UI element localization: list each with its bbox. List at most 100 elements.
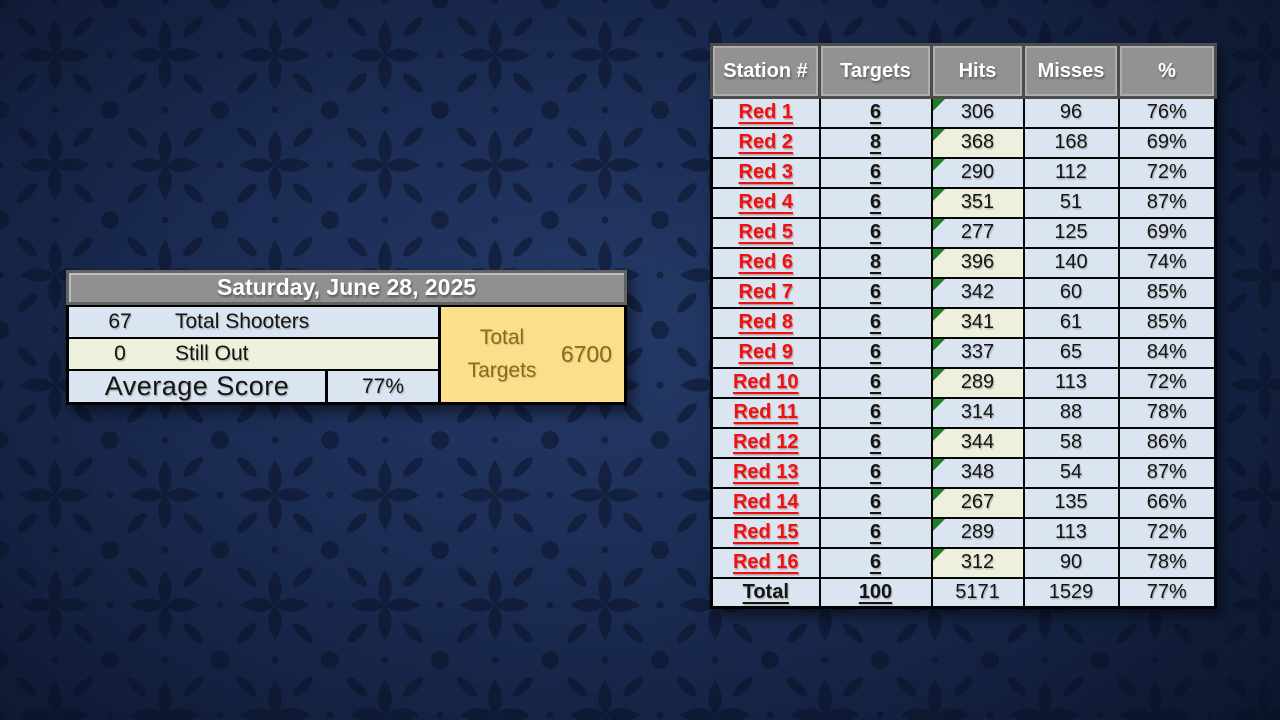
table-row: Red 2 8 368 168 69% xyxy=(710,126,1217,159)
table-row: Red 4 6 351 51 87% xyxy=(710,186,1217,219)
targets-cell: 6 xyxy=(818,186,933,219)
hits-cell: 348 xyxy=(930,456,1025,489)
targets-cell: 6 xyxy=(818,306,933,339)
still-out-row: 0 Still Out xyxy=(69,339,438,371)
misses-cell: 140 xyxy=(1022,246,1120,279)
table-row: Red 1 6 306 96 76% xyxy=(710,96,1217,129)
header-percent: % xyxy=(1117,43,1217,99)
station-link[interactable]: Red 3 xyxy=(710,156,821,189)
misses-cell: 112 xyxy=(1022,156,1120,189)
comment-marker-icon xyxy=(932,488,945,501)
station-link[interactable]: Red 12 xyxy=(710,426,821,459)
station-link[interactable]: Red 15 xyxy=(710,516,821,549)
misses-cell: 61 xyxy=(1022,306,1120,339)
station-link[interactable]: Red 6 xyxy=(710,246,821,279)
targets-cell: 6 xyxy=(818,426,933,459)
percent-cell: 66% xyxy=(1117,486,1217,519)
misses-cell: 51 xyxy=(1022,186,1120,219)
still-out-label: Still Out xyxy=(175,342,249,365)
station-link[interactable]: Red 16 xyxy=(710,546,821,579)
total-row: Total 100 5171 1529 77% xyxy=(710,576,1217,609)
table-row: Red 5 6 277 125 69% xyxy=(710,216,1217,249)
percent-cell: 85% xyxy=(1117,276,1217,309)
hits-cell: 312 xyxy=(930,546,1025,579)
table-row: Red 9 6 337 65 84% xyxy=(710,336,1217,369)
average-score-row: Average Score 77% xyxy=(69,371,438,402)
percent-cell: 87% xyxy=(1117,456,1217,489)
station-link[interactable]: Red 9 xyxy=(710,336,821,369)
hits-value: 312 xyxy=(960,551,995,573)
hits-value: 396 xyxy=(960,251,995,273)
hits-value: 289 xyxy=(960,521,995,543)
percent-cell: 78% xyxy=(1117,546,1217,579)
percent-cell: 72% xyxy=(1117,516,1217,549)
comment-marker-icon xyxy=(932,518,945,531)
hits-cell: 306 xyxy=(930,96,1025,129)
hits-value: 341 xyxy=(960,311,995,333)
station-link[interactable]: Red 14 xyxy=(710,486,821,519)
table-row: Red 15 6 289 113 72% xyxy=(710,516,1217,549)
comment-marker-icon xyxy=(932,338,945,351)
header-targets: Targets xyxy=(818,43,933,99)
comment-marker-icon xyxy=(932,218,945,231)
percent-cell: 84% xyxy=(1117,336,1217,369)
score-table: Station # Targets Hits Misses % Red 1 6 30… xyxy=(710,43,1217,609)
station-link[interactable]: Red 7 xyxy=(710,276,821,309)
header-station: Station # xyxy=(710,43,821,99)
comment-marker-icon xyxy=(932,248,945,261)
total-shooters-row: 67 Total Shooters xyxy=(69,307,438,339)
total-station-cell: Total xyxy=(710,576,821,609)
misses-cell: 65 xyxy=(1022,336,1120,369)
targets-cell: 6 xyxy=(818,216,933,249)
date-header: Saturday, June 28, 2025 xyxy=(66,270,627,305)
hits-value: 368 xyxy=(960,131,995,153)
percent-cell: 74% xyxy=(1117,246,1217,279)
station-link[interactable]: Red 2 xyxy=(710,126,821,159)
misses-cell: 113 xyxy=(1022,366,1120,399)
comment-marker-icon xyxy=(932,398,945,411)
percent-cell: 69% xyxy=(1117,126,1217,159)
hits-cell: 351 xyxy=(930,186,1025,219)
comment-marker-icon xyxy=(932,308,945,321)
targets-cell: 6 xyxy=(818,336,933,369)
average-score-value: 77% xyxy=(325,371,438,402)
hits-value: 267 xyxy=(960,491,995,513)
hits-value: 277 xyxy=(960,221,995,243)
station-link[interactable]: Red 5 xyxy=(710,216,821,249)
table-row: Red 6 8 396 140 74% xyxy=(710,246,1217,279)
misses-cell: 90 xyxy=(1022,546,1120,579)
table-row: Red 10 6 289 113 72% xyxy=(710,366,1217,399)
hits-value: 351 xyxy=(960,191,995,213)
hits-cell: 368 xyxy=(930,126,1025,159)
station-link[interactable]: Red 4 xyxy=(710,186,821,219)
targets-cell: 6 xyxy=(818,396,933,429)
total-targets-box: Total Targets 6700 xyxy=(438,307,624,402)
summary-panel: Saturday, June 28, 2025 67 Total Shooter… xyxy=(66,270,627,405)
comment-marker-icon xyxy=(932,278,945,291)
hits-cell: 267 xyxy=(930,486,1025,519)
total-shooters-label: Total Shooters xyxy=(175,310,310,333)
station-link[interactable]: Red 1 xyxy=(710,96,821,129)
station-link[interactable]: Red 8 xyxy=(710,306,821,339)
targets-cell: 6 xyxy=(818,366,933,399)
total-targets-label: Total Targets xyxy=(467,325,537,382)
station-link[interactable]: Red 10 xyxy=(710,366,821,399)
table-row: Red 8 6 341 61 85% xyxy=(710,306,1217,339)
table-row: Red 12 6 344 58 86% xyxy=(710,426,1217,459)
hits-cell: 341 xyxy=(930,306,1025,339)
comment-marker-icon xyxy=(932,99,945,111)
targets-cell: 8 xyxy=(818,246,933,279)
station-link[interactable]: Red 13 xyxy=(710,456,821,489)
hits-value: 344 xyxy=(960,431,995,453)
table-row: Red 11 6 314 88 78% xyxy=(710,396,1217,429)
station-link[interactable]: Red 11 xyxy=(710,396,821,429)
table-row: Red 16 6 312 90 78% xyxy=(710,546,1217,579)
misses-cell: 113 xyxy=(1022,516,1120,549)
score-table-body: Red 1 6 306 96 76% Red 2 8 368 168 69% Red 3 6 290 11… xyxy=(710,96,1217,579)
targets-cell: 6 xyxy=(818,546,933,579)
total-targets-cell: 100 xyxy=(818,576,933,609)
hits-cell: 314 xyxy=(930,396,1025,429)
misses-cell: 60 xyxy=(1022,276,1120,309)
percent-cell: 72% xyxy=(1117,366,1217,399)
comment-marker-icon xyxy=(932,548,945,561)
